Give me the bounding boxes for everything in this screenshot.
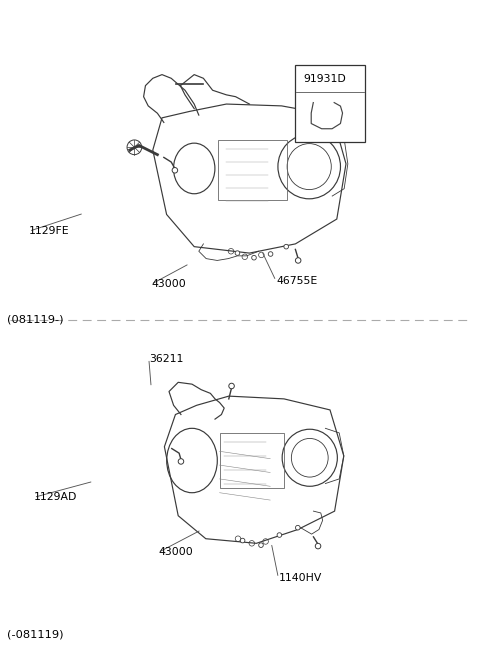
Circle shape bbox=[296, 525, 300, 530]
FancyBboxPatch shape bbox=[295, 65, 365, 142]
Text: 1129AD: 1129AD bbox=[34, 492, 77, 503]
Circle shape bbox=[178, 459, 184, 464]
Text: 1129FE: 1129FE bbox=[29, 226, 70, 236]
Text: 43000: 43000 bbox=[158, 547, 193, 557]
Circle shape bbox=[259, 543, 264, 547]
Circle shape bbox=[235, 251, 240, 255]
Circle shape bbox=[284, 244, 288, 249]
Circle shape bbox=[268, 252, 273, 256]
Text: 36211: 36211 bbox=[149, 353, 183, 364]
Circle shape bbox=[240, 538, 245, 543]
Text: 1140HV: 1140HV bbox=[278, 573, 322, 583]
Text: 43000: 43000 bbox=[151, 279, 186, 289]
Text: (-081119): (-081119) bbox=[7, 630, 64, 640]
Text: 46755E: 46755E bbox=[276, 276, 317, 286]
Circle shape bbox=[172, 167, 178, 173]
Circle shape bbox=[277, 533, 282, 537]
Circle shape bbox=[315, 543, 321, 549]
Circle shape bbox=[229, 383, 234, 389]
Text: 91931D: 91931D bbox=[303, 74, 346, 83]
Text: (081119-): (081119-) bbox=[7, 315, 64, 324]
Circle shape bbox=[252, 255, 256, 260]
Circle shape bbox=[295, 258, 301, 263]
